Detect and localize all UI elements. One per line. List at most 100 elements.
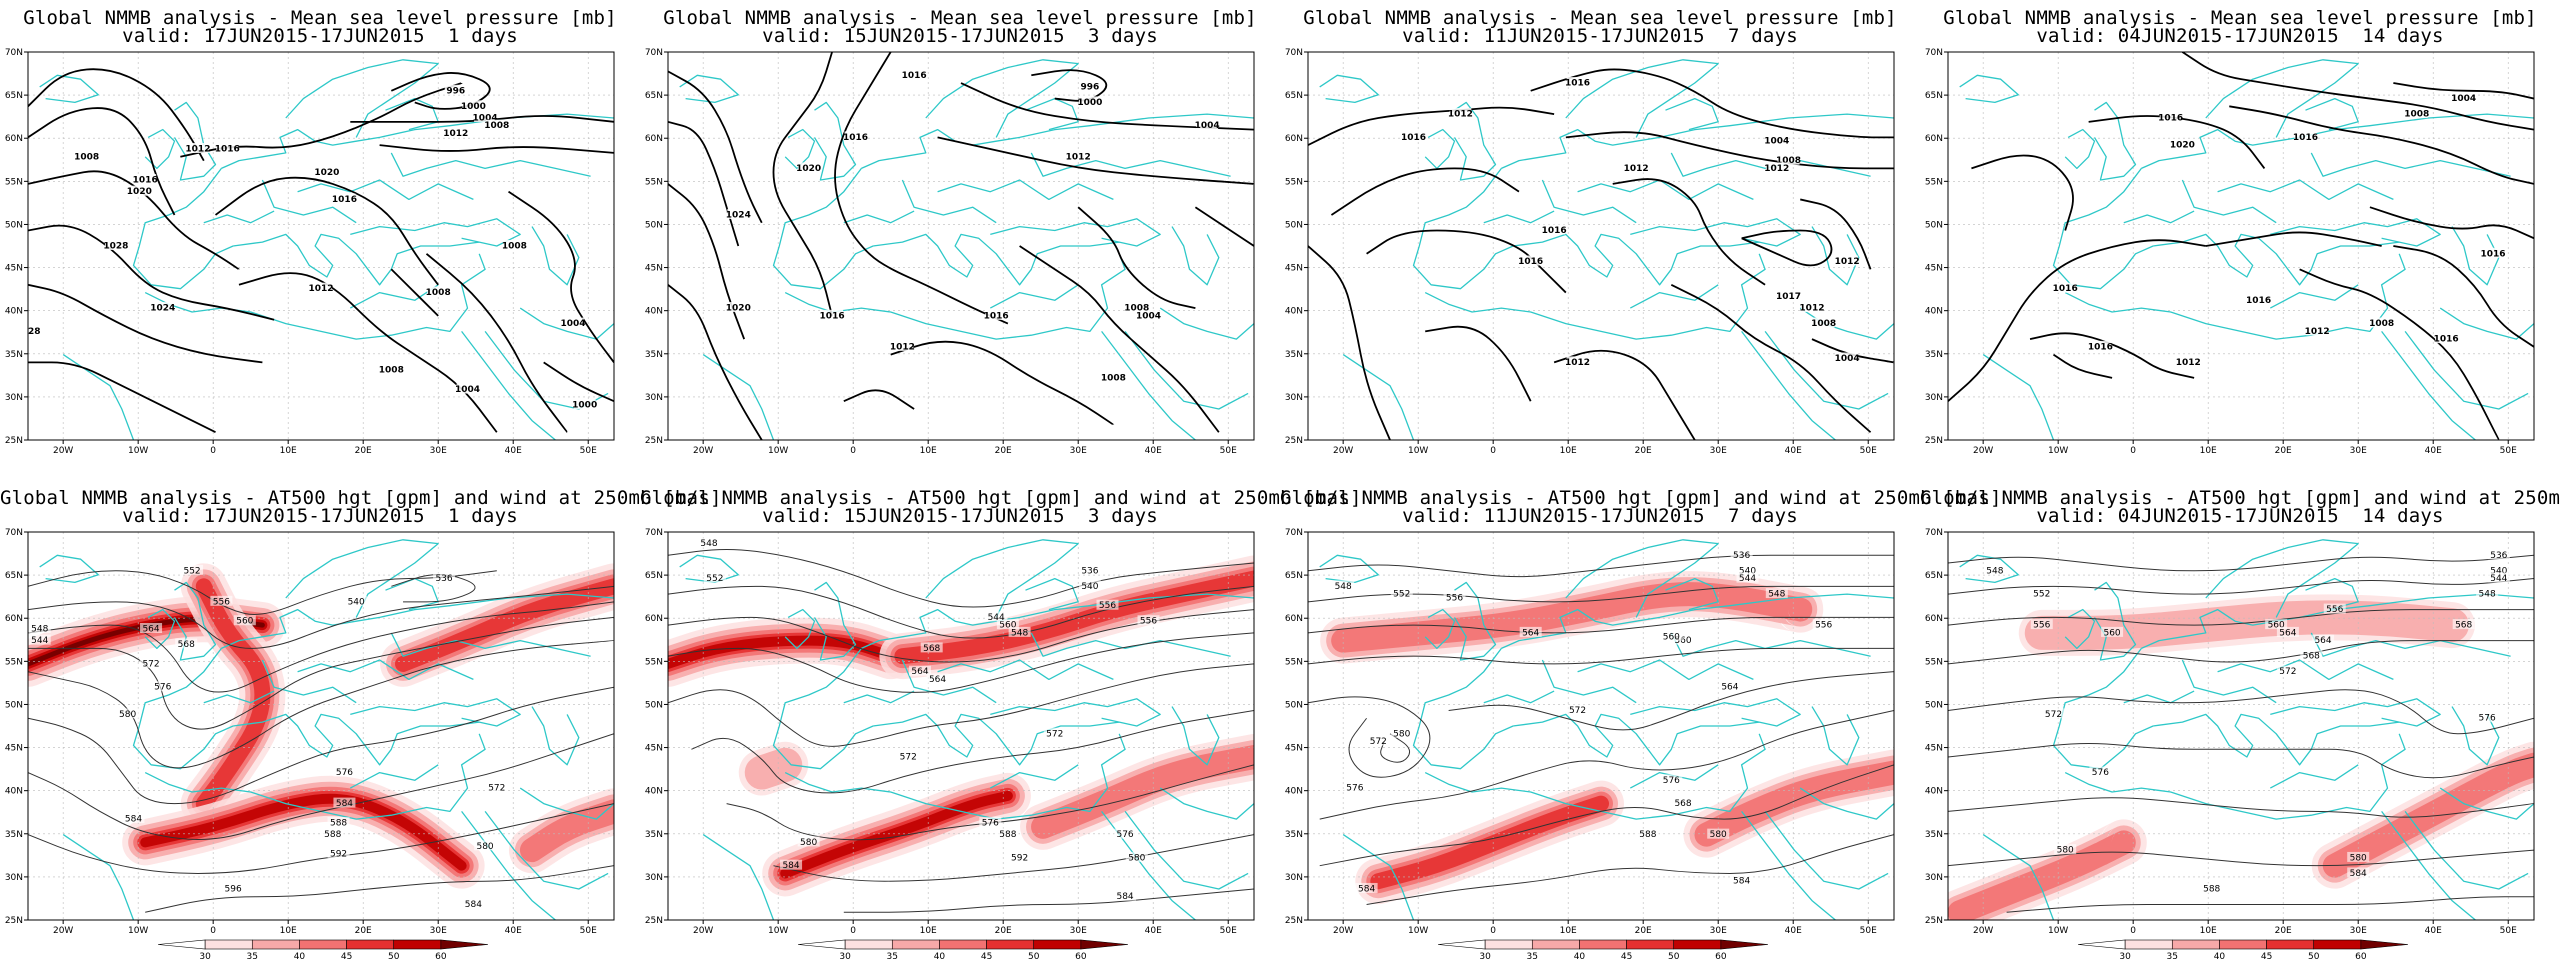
contour-label: 584	[782, 861, 799, 871]
coastline	[2181, 179, 2277, 224]
contour-label: 1008	[74, 152, 99, 162]
lat-label: 30N	[1285, 873, 1303, 883]
legend-tick-label: 30	[199, 952, 211, 960]
contour-label: 536	[2490, 551, 2507, 561]
isobar	[1741, 229, 1833, 267]
lat-label: 50N	[1285, 220, 1303, 230]
lon-label: 20W	[53, 446, 73, 456]
coastline	[349, 764, 439, 789]
contour-label: 1004	[1195, 121, 1220, 131]
isobar	[2299, 268, 2500, 440]
contour-label-bg	[151, 302, 174, 313]
mslp-panel-2: Global NMMB analysis - Mean sea level pr…	[640, 0, 1280, 480]
contour-label: 1024	[726, 210, 751, 220]
contour-label: 1008	[1811, 319, 1836, 329]
contour-label-bg	[128, 185, 151, 196]
map-axes: 70N 65N 60N 55N 50N 45N 40N 35N 30N 25N 20W 10W 0 10E…	[1285, 48, 1877, 456]
map-axes: 70N 65N 60N 55N 50N 45N 40N 35N 30N 25N 20W 10W 0 10E…	[5, 528, 597, 936]
isobar	[508, 190, 614, 363]
legend-swatch	[986, 939, 1035, 950]
legend-tick-label: 60	[435, 952, 447, 960]
contour-label-bg	[1125, 302, 1148, 313]
isobar	[1612, 178, 1766, 286]
contour-label-bg	[1449, 108, 1472, 119]
contour-label-bg	[1355, 882, 1378, 893]
contour-label: 1016	[902, 71, 927, 81]
legend-tick-label: 40	[934, 952, 946, 960]
contour-label: 1016	[2246, 296, 2271, 306]
coastline	[1483, 690, 1555, 704]
contour-label: 576	[2092, 768, 2109, 778]
contour-label-bg	[444, 84, 467, 95]
lat-label: 60N	[645, 134, 663, 144]
contour-label: 576	[2479, 714, 2496, 724]
coastline	[861, 593, 1254, 649]
coastline	[2141, 113, 2534, 169]
lat-label: 30N	[5, 873, 23, 883]
lat-label: 70N	[5, 48, 23, 58]
lon-label: 10E	[1560, 446, 1577, 456]
lon-label: 20W	[1973, 446, 1993, 456]
coastline	[937, 179, 1114, 201]
legend-swatch	[1531, 939, 1580, 950]
z500-panel-4: Global NMMB analysis - AT500 hgt [gpm] a…	[1920, 480, 2560, 960]
jet-streak-band	[395, 578, 614, 672]
coastline	[1159, 307, 1254, 340]
contour-label: 1016	[984, 311, 1009, 321]
contour-label: 552	[2033, 590, 2050, 600]
lon-label: 10E	[920, 446, 937, 456]
contour-label-bg	[2370, 317, 2393, 328]
coastline	[1741, 331, 1836, 440]
lat-label: 50N	[1925, 220, 1943, 230]
coastline	[2217, 179, 2394, 201]
contour-label: 536	[1081, 566, 1098, 576]
lon-label: 30E	[2350, 446, 2367, 456]
contour-label-bg	[2487, 549, 2510, 560]
height-contour	[726, 764, 1254, 841]
legend-swatch	[939, 939, 987, 950]
contour-label-bg	[327, 848, 350, 859]
contour-label: 1016	[332, 195, 357, 205]
legend-swatch	[1484, 939, 1533, 950]
contour-label: 1012	[1448, 110, 1473, 120]
contour-label-bg	[573, 399, 596, 410]
isobar	[390, 72, 491, 110]
contour-label-bg	[222, 882, 245, 893]
height-contour	[668, 585, 1254, 639]
lat-label: 45N	[1285, 744, 1303, 754]
isobar	[1565, 131, 1894, 170]
jet-streak-band	[2322, 752, 2534, 878]
lat-label: 30N	[645, 873, 663, 883]
lat-label: 60N	[1285, 134, 1303, 144]
coastline	[173, 101, 217, 181]
lon-label: 50E	[1860, 446, 1877, 456]
contour-label-bg	[1777, 154, 1800, 165]
contour-label-bg	[28, 325, 39, 336]
coastline	[132, 648, 234, 770]
contour-label-bg	[996, 828, 1019, 839]
contour-label-bg	[2042, 708, 2065, 719]
lon-label: 10E	[2200, 446, 2217, 456]
lon-label: 20E	[995, 446, 1012, 456]
contour-label-bg	[485, 782, 508, 793]
map-frame	[1947, 531, 2535, 921]
lon-label: 50E	[580, 926, 597, 936]
contour-label: 564	[142, 625, 159, 635]
contour-labels: 548 552 556 560 564 568 572 576 580 584 588 592 536 5…	[698, 537, 1160, 902]
coastline	[2064, 128, 2096, 170]
coastline	[1630, 218, 1801, 247]
height-contour	[28, 570, 497, 615]
legend-swatch	[1080, 939, 1129, 950]
lat-label: 65N	[1285, 91, 1303, 101]
lat-label: 25N	[5, 436, 23, 446]
panel-title: Global NMMB analysis - Mean sea level pr…	[1943, 7, 2537, 29]
coastline	[1124, 331, 1249, 410]
lat-label: 45N	[645, 264, 663, 274]
contour-label-bg	[503, 240, 526, 250]
contour-label: 1004	[1136, 311, 1161, 321]
contour-label-bg	[926, 673, 949, 684]
lon-label: 40E	[1145, 446, 1162, 456]
coastline	[2052, 168, 2154, 290]
lon-label: 30E	[1070, 926, 1087, 936]
legend-swatch	[797, 939, 846, 950]
